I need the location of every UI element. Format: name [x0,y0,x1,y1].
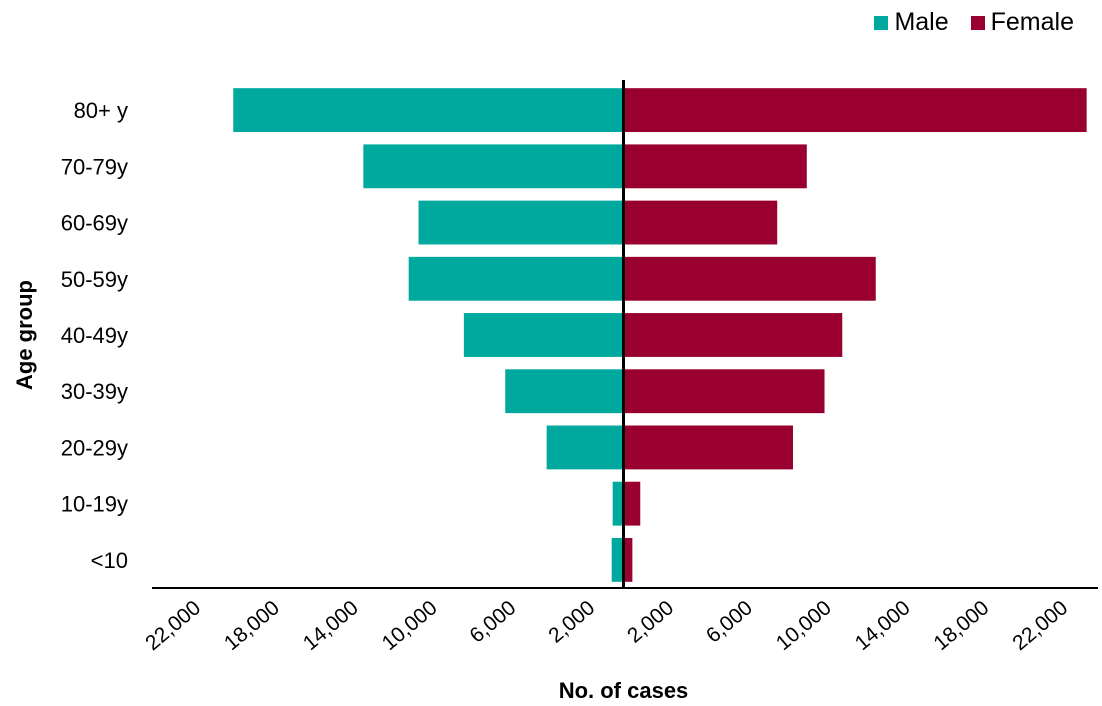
bar-male-3 [408,256,624,301]
legend-swatch-male [874,15,889,30]
y-tick-label: 30-39y [61,379,128,404]
bar-female-1 [623,144,807,189]
bar-male-7 [612,481,624,526]
bar-male-2 [418,200,624,245]
bar-female-6 [623,425,793,470]
x-tick-labels: 22,000 18,000 14,000 10,000 6,000 2,000 2,000 6… [141,596,1072,655]
y-tick-label: 20-29y [61,435,128,460]
y-tick-label: 10-19y [61,492,128,517]
x-tick-label: 14,000 [851,596,915,655]
y-tick-labels: 80+ y 70-79y 60-69y 50-59y 40-49y 30-39y 20-29… [61,98,128,573]
x-tick-label: 18,000 [929,596,993,655]
x-tick-label: 10,000 [378,596,442,655]
legend-label-male: Male [894,8,949,36]
bar-female-0 [623,88,1087,133]
x-tick-label: 6,000 [465,596,520,647]
legend: Male Female [852,8,1074,37]
x-tick-label: 2,000 [623,596,678,647]
bar-male-5 [505,369,624,414]
y-tick-label: 50-59y [61,267,128,292]
x-tick-label: 18,000 [220,596,284,655]
bar-male-4 [463,313,624,357]
bar-male-8 [611,537,624,582]
bar-female-3 [623,256,876,301]
y-axis-title: Age group [12,280,37,390]
x-tick-label: 10,000 [772,596,836,655]
y-tick-label: <10 [91,548,128,573]
bar-male-6 [546,425,624,470]
legend-item-female: Female [970,8,1074,37]
bar-female-5 [623,369,825,414]
y-tick-label: 80+ y [74,98,128,123]
y-tick-label: 60-69y [61,211,128,236]
bar-female-8 [623,537,633,582]
x-tick-label: 6,000 [702,596,757,647]
bar-female-4 [623,313,843,357]
bar-female-7 [623,481,641,526]
legend-item-male: Male [874,8,949,37]
bar-male-0 [233,88,624,133]
y-tick-label: 70-79y [61,154,128,179]
legend-label-female: Female [990,8,1074,36]
x-axis-title: No. of cases [559,678,689,703]
bar-female-2 [623,200,778,245]
legend-swatch-female [970,15,985,30]
y-tick-label: 40-49y [61,323,128,348]
x-tick-label: 2,000 [544,596,599,647]
x-tick-label: 22,000 [1008,596,1072,655]
x-tick-label: 22,000 [141,596,205,655]
x-tick-label: 14,000 [299,596,363,655]
bars-group [233,88,1087,582]
bar-male-1 [363,144,624,189]
